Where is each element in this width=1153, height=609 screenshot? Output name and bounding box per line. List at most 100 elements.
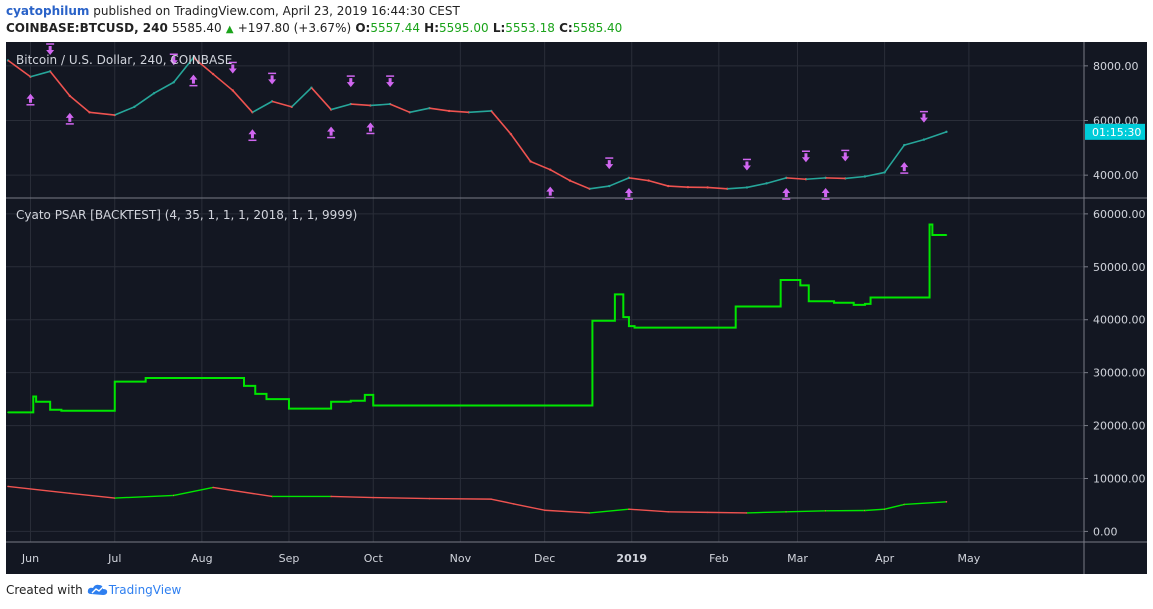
price-segment [468, 110, 492, 114]
psar-point [833, 301, 835, 304]
price-segment [727, 186, 747, 190]
psar-point [364, 394, 366, 396]
close-label: C: [559, 21, 573, 35]
arrow-up-icon [821, 188, 830, 197]
price-segment [7, 59, 31, 78]
price-segment [864, 171, 885, 178]
price-segment [648, 179, 669, 187]
grid-lines [6, 42, 1084, 542]
change-arrow-icon: ▲ [225, 24, 234, 35]
axes-layer: Jun Jul Aug Sep Oct Nov Dec 2019 Feb Mar Apr May 400… [6, 42, 1147, 574]
price-segment [746, 182, 767, 189]
price-segment [628, 177, 649, 182]
equity-segment [746, 511, 787, 514]
price-segment [668, 185, 688, 188]
price-segment [173, 57, 195, 83]
equity-segment [212, 486, 273, 498]
equity-segment [864, 508, 885, 512]
price-segment [786, 177, 806, 181]
chart-background [6, 42, 1147, 574]
equity-segment [707, 511, 747, 514]
price-change: +197.80 (+3.67%) [237, 21, 352, 35]
price-segment [589, 185, 610, 190]
arrow-up-icon [624, 188, 633, 197]
price-segment [530, 160, 551, 171]
psar-point [869, 296, 872, 299]
price-segment [291, 87, 313, 108]
x-tick-label: Jul [107, 552, 121, 565]
arrow-up-icon [327, 126, 336, 136]
psar-point [774, 305, 776, 308]
equity-segment [786, 510, 826, 513]
price-segment [429, 107, 450, 112]
high-label: H: [424, 21, 439, 35]
price-segment [310, 87, 332, 111]
arrow-up-icon [65, 112, 74, 122]
author-name[interactable]: cyatophilum [6, 4, 90, 18]
price-segment [192, 57, 214, 75]
last-price: 5585.40 [172, 21, 222, 35]
price-segment [549, 168, 571, 182]
tradingview-logo[interactable]: TradingView [87, 583, 182, 597]
price-segment [883, 144, 905, 173]
y-tick-label: 50000.00 [1093, 261, 1146, 274]
close-value: 5585.40 [572, 21, 623, 35]
psar-point [288, 407, 290, 410]
arrow-down-icon [841, 152, 850, 162]
equity-segment [513, 503, 545, 511]
y-tick-label: 20000.00 [1093, 420, 1146, 433]
x-tick-label: Mar [787, 552, 808, 565]
psar-point [254, 393, 257, 395]
chart-canvas[interactable]: Jun Jul Aug Sep Oct Nov Dec 2019 Feb Mar Apr May 400… [6, 42, 1147, 574]
x-tick-label: Dec [534, 552, 555, 565]
equity-segment [69, 492, 115, 499]
price-segment [69, 95, 90, 113]
arrow-up-icon [248, 129, 257, 139]
psar-point [923, 296, 925, 299]
price-point[interactable] [945, 130, 948, 134]
indicator-pane-title: Cyato PSAR [BACKTEST] (4, 35, 1, 1, 1, 2… [16, 208, 357, 222]
psar-point [591, 319, 594, 322]
price-segment [904, 138, 925, 146]
symbol-label: COINBASE:BTCUSD, 240 [6, 21, 168, 35]
price-badge [1085, 123, 1145, 140]
y-tick-label: 60000.00 [1093, 208, 1146, 221]
psar-point [243, 385, 245, 387]
psar-point [614, 293, 616, 296]
x-tick-label: Aug [191, 552, 212, 565]
brand-name: TradingView [108, 583, 182, 597]
strategy-markers [26, 43, 928, 200]
publish-text: published on TradingView.com, April 23, … [93, 4, 460, 18]
psar-point [852, 304, 855, 306]
open-value: 5557.44 [370, 21, 420, 35]
psar-point [864, 303, 866, 305]
price-segment [133, 92, 155, 108]
created-with-label: Created with [6, 583, 83, 597]
low-label: L: [492, 21, 506, 35]
x-tick-label: Sep [279, 552, 300, 565]
psar-point [60, 409, 63, 412]
psar-point [349, 399, 352, 402]
price-segment [350, 103, 371, 107]
y-tick-label: 10000.00 [1093, 472, 1146, 485]
psar-point [734, 305, 737, 308]
price-segment [212, 73, 234, 92]
arrow-down-icon [742, 161, 751, 171]
equity-segment [544, 509, 590, 514]
series-layer [6, 56, 948, 514]
price-segment [707, 186, 728, 190]
equity-segment [331, 495, 374, 499]
arrow-down-icon [386, 78, 395, 88]
price-segment [766, 177, 787, 185]
arrow-up-icon [366, 122, 375, 132]
psar-point [799, 284, 802, 287]
price-segment [153, 81, 175, 94]
price-badge-label: 01:15:30 [1092, 126, 1141, 139]
price-segment [252, 100, 273, 114]
psar-point [633, 326, 636, 329]
equity-segment [904, 501, 947, 506]
price-segment [409, 107, 430, 114]
x-tick-label: Jun [21, 552, 39, 565]
price-segment [923, 131, 947, 141]
arrow-up-icon [189, 74, 198, 84]
